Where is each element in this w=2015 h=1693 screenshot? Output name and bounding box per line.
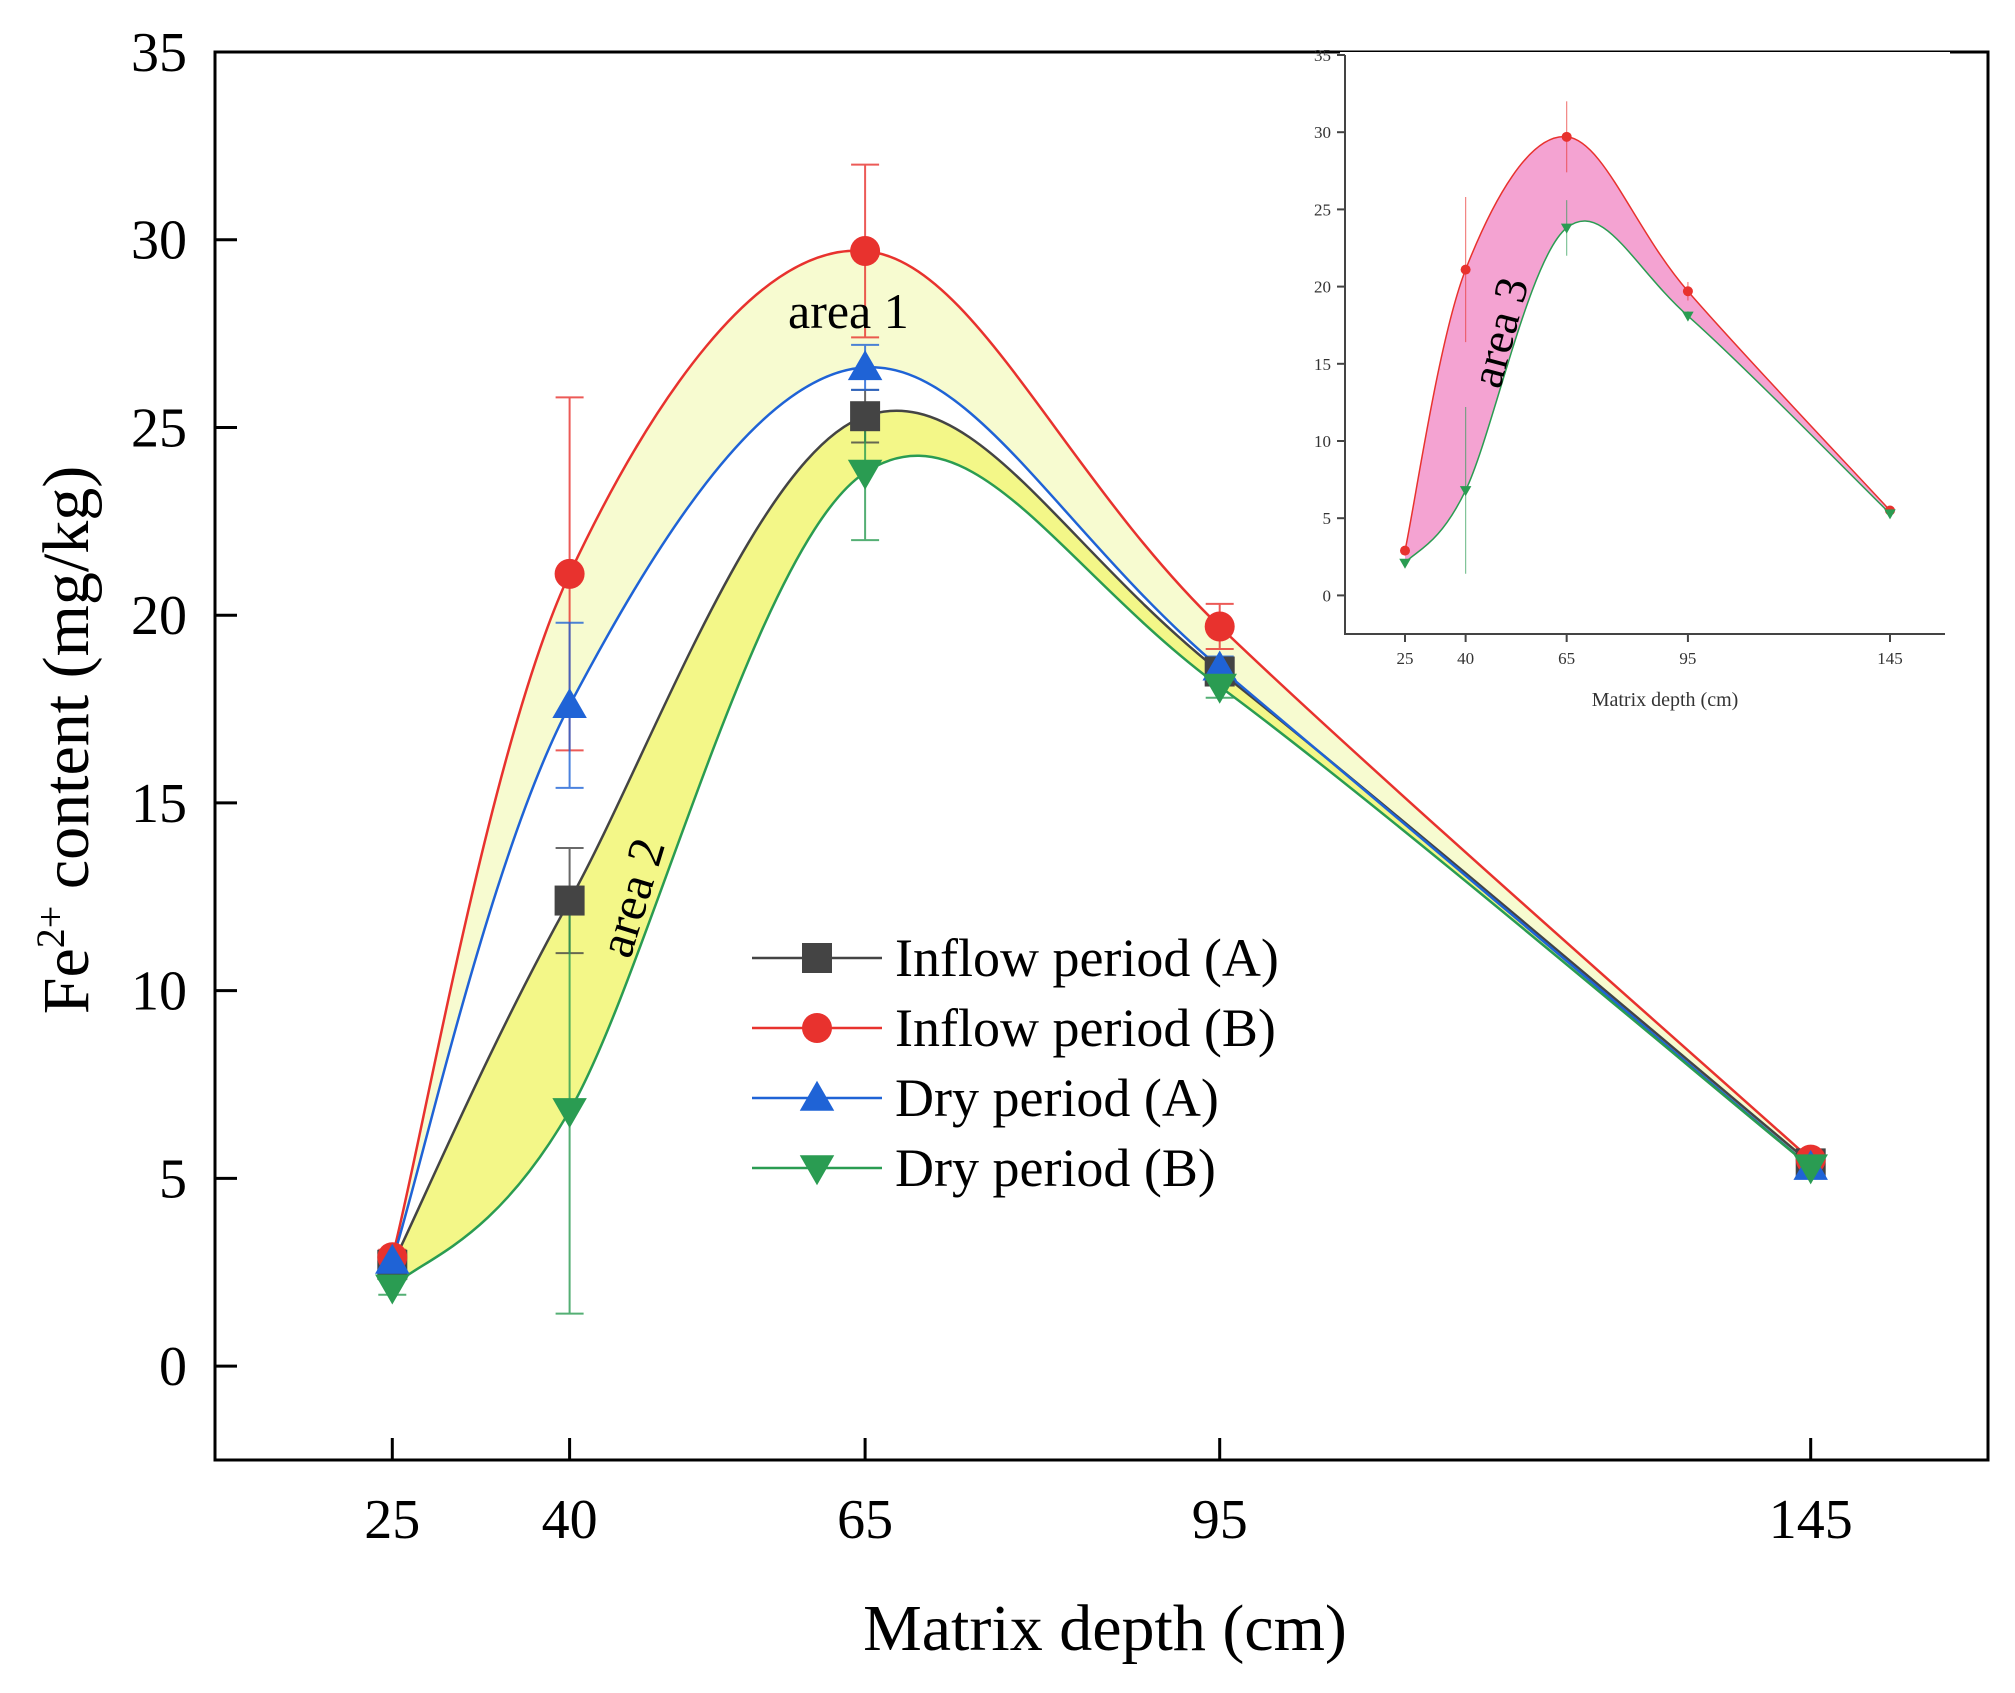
legend: Inflow period (A) Inflow period (B) Dry pe… [752, 928, 1279, 1198]
inset-y-tick-label: 35 [1314, 46, 1331, 65]
y-tick-label: 5 [159, 1148, 187, 1210]
series-line-dry-period-b [391, 454, 1812, 1289]
legend-marker [802, 943, 832, 973]
legend-label: Inflow period (A) [895, 928, 1279, 988]
area-1-label: area 1 [788, 283, 909, 339]
marker-dry-period-a [1202, 650, 1237, 681]
inset-marker-inflow-period-b [1460, 264, 1471, 275]
marker-dry-period-a [552, 688, 587, 719]
legend-marker [802, 1013, 832, 1043]
legend-marker [799, 1080, 835, 1111]
marker-inflow-period-a [850, 401, 881, 432]
main-plot-frame [213, 50, 1990, 1462]
x-tick-label: 40 [542, 1489, 598, 1551]
y-tick-label: 20 [131, 585, 187, 647]
legend-label: Dry period (B) [895, 1138, 1216, 1198]
x-tick-label: 65 [837, 1489, 893, 1551]
legend-item-dry-period-a: Dry period (A) [752, 1068, 1219, 1128]
y-tick-label: 10 [131, 961, 187, 1023]
legend-item-inflow-period-b: Inflow period (B) [752, 998, 1276, 1058]
legend-marker [799, 1155, 835, 1186]
x-tick-label: 95 [1192, 1489, 1248, 1551]
y-axis-title-superscript: 2+ [28, 906, 73, 949]
marker-dry-period-b [552, 1098, 587, 1129]
inset-marker-inflow-period-b [1400, 545, 1410, 556]
area-3-band [1405, 136, 1890, 563]
x-tick-label: 25 [364, 1489, 420, 1551]
inset-y-tick-label: 25 [1314, 200, 1331, 219]
marker-dry-period-a [375, 1243, 410, 1274]
y-axis-title-rest: content (mg/kg) [30, 466, 103, 906]
marker-dry-period-b [375, 1274, 410, 1305]
inset-x-tick-label: 25 [1397, 649, 1414, 668]
inset-x-tick-label: 145 [1877, 649, 1903, 668]
marker-dry-period-b [1202, 673, 1237, 704]
inset-x-tick-label: 40 [1457, 649, 1474, 668]
inset-y-tick-label: 20 [1314, 278, 1331, 297]
x-axis-title: Matrix depth (cm) [863, 1592, 1347, 1665]
inset-marker-dry-period-b [1459, 486, 1472, 497]
legend-item-inflow-period-a: Inflow period (A) [752, 928, 1279, 988]
inset-marker-dry-period-b [1682, 311, 1694, 322]
inset-axes [1344, 55, 1945, 635]
marker-inflow-period-b [1204, 611, 1235, 642]
inset-marker-inflow-period-b [1682, 286, 1693, 297]
y-tick-label: 35 [131, 22, 187, 84]
marker-inflow-period-b [850, 235, 881, 266]
marker-dry-period-b [1793, 1154, 1828, 1185]
inset-x-ticks: 25 40 65 95 145 [1397, 634, 1903, 668]
y-tick-label: 25 [131, 397, 187, 459]
x-axis-ticks: 25 40 65 95 145 [364, 1438, 1853, 1551]
inset-x-tick-label: 95 [1679, 649, 1696, 668]
inset-background [1340, 52, 1950, 642]
legend-item-dry-period-b: Dry period (B) [752, 1138, 1216, 1198]
inset-marker-dry-period-b [1399, 558, 1411, 569]
x-tick-label: 145 [1769, 1489, 1853, 1551]
inset-y-tick-label: 10 [1314, 432, 1331, 451]
inset-y-ticks: 0 5 10 15 20 25 30 35 [1314, 46, 1345, 605]
y-tick-label: 15 [131, 773, 187, 835]
inset-x-axis-title: Matrix depth (cm) [1592, 689, 1739, 711]
inset-y-tick-label: 0 [1323, 586, 1332, 605]
main-chart: 0 5 10 15 20 25 30 35 25 40 65 95 145 Matrix depth … [28, 22, 1990, 1665]
y-axis-ticks: 0 5 10 15 20 25 30 35 [131, 22, 237, 1398]
inset-y-tick-label: 30 [1314, 123, 1331, 142]
marker-inflow-period-a [554, 885, 585, 916]
main-markers [375, 235, 1828, 1305]
marker-dry-period-a [847, 350, 883, 381]
legend-label: Dry period (A) [895, 1068, 1219, 1128]
series-line-inflow-period-a [391, 409, 1812, 1266]
inset-x-tick-label: 65 [1558, 649, 1575, 668]
marker-dry-period-b [847, 459, 883, 490]
marker-inflow-period-b [554, 558, 585, 589]
inset-y-tick-label: 5 [1323, 509, 1332, 528]
inset-marker-dry-period-b [1560, 223, 1573, 234]
inset-marker-dry-period-b [1884, 509, 1896, 520]
y-axis-title-fe: Fe [30, 948, 103, 1014]
inset-chart: 0 5 10 15 20 25 30 35 25 40 65 95 145 Matrix depth … [1314, 46, 1950, 711]
inset-marker-inflow-period-b [1561, 131, 1572, 142]
y-axis-title: Fe2+ content (mg/kg) [28, 466, 103, 1014]
y-tick-label: 30 [131, 210, 187, 272]
inset-markers [1399, 131, 1896, 569]
y-tick-label: 0 [159, 1336, 187, 1398]
inset-y-tick-label: 15 [1314, 355, 1331, 374]
legend-label: Inflow period (B) [895, 998, 1276, 1058]
